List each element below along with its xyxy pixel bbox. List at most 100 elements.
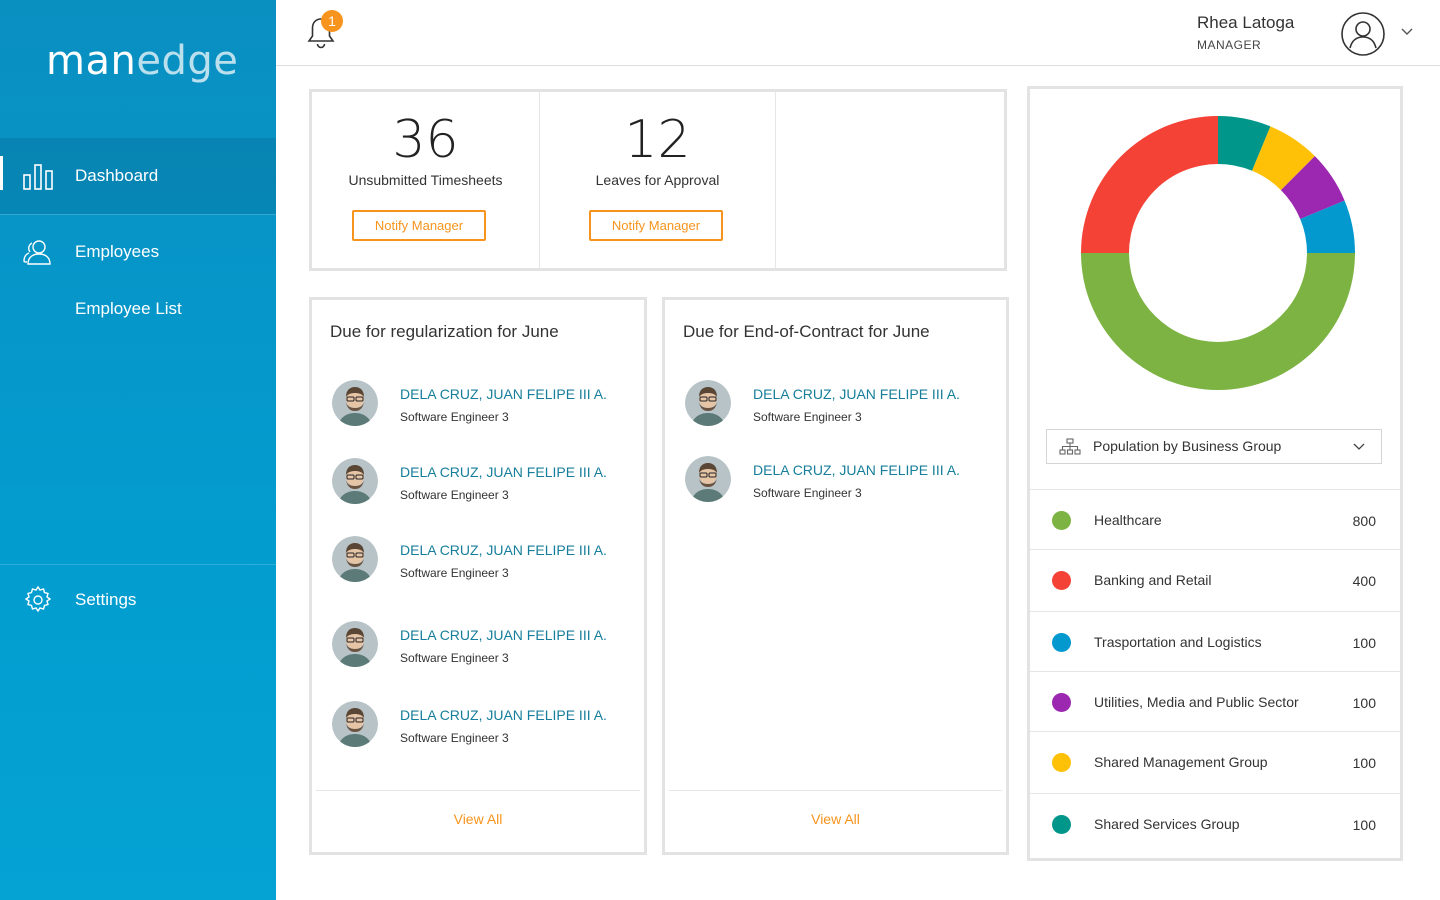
sidebar-item-label: Employees [75, 242, 160, 261]
legend-value: 100 [1352, 817, 1376, 833]
legend-value: 100 [1352, 635, 1376, 651]
employee-avatar [685, 456, 731, 502]
employee-avatar [332, 621, 378, 667]
employee-role: Software Engineer 3 [400, 566, 509, 580]
employee-avatar [332, 701, 378, 747]
donut-slice-trasportation-and-logistics[interactable] [1300, 200, 1355, 253]
stat-caption: Unsubmitted Timesheets [348, 172, 503, 188]
view-all-link[interactable]: View All [811, 811, 860, 827]
employee-name[interactable]: DELA CRUZ, JUAN FELIPE III A. [400, 542, 607, 558]
card-footer: View All [669, 790, 1002, 852]
list-item[interactable]: DELA CRUZ, JUAN FELIPE III A. Software En… [685, 456, 985, 504]
notification-badge: 1 [321, 10, 343, 32]
sidebar-item-settings[interactable]: Settings [0, 562, 276, 638]
employee-avatar [685, 380, 731, 426]
employee-avatar [332, 536, 378, 582]
legend-item: Trasportation and Logistics 100 [1030, 611, 1400, 672]
legend-item: Healthcare 800 [1030, 489, 1400, 550]
list-item[interactable]: DELA CRUZ, JUAN FELIPE III A. Software En… [332, 380, 632, 428]
org-chart-icon [1059, 438, 1081, 455]
stats-card: 36 Unsubmitted Timesheets Notify Manager… [309, 89, 1007, 271]
chevron-down-icon [1353, 443, 1365, 450]
divider [0, 564, 276, 565]
sidebar-item-dashboard[interactable]: Dashboard [0, 138, 276, 214]
legend-color-dot [1052, 693, 1071, 712]
app-logo[interactable]: manedge [46, 38, 239, 84]
employee-role: Software Engineer 3 [753, 486, 862, 500]
legend-label: Trasportation and Logistics [1094, 634, 1262, 650]
stat-unsubmitted-timesheets: 36 Unsubmitted Timesheets Notify Manager [312, 92, 539, 268]
notify-manager-button[interactable]: Notify Manager [589, 210, 723, 241]
donut-slice-shared-services-group[interactable] [1218, 116, 1271, 171]
chevron-down-icon[interactable] [1400, 26, 1414, 38]
gear-icon [24, 585, 52, 613]
end-of-contract-card: Due for End-of-Contract for June DELA CR… [662, 297, 1009, 855]
list-item[interactable]: DELA CRUZ, JUAN FELIPE III A. Software En… [332, 621, 632, 669]
employee-name[interactable]: DELA CRUZ, JUAN FELIPE III A. [400, 627, 607, 643]
employee-role: Software Engineer 3 [400, 651, 509, 665]
legend-value: 400 [1352, 573, 1376, 589]
stat-value: 36 [392, 110, 459, 170]
employee-role: Software Engineer 3 [753, 410, 862, 424]
donut-chart [1081, 116, 1355, 390]
divider [0, 214, 276, 215]
sidebar: manedge Dashboard Employees Employee Lis… [0, 0, 276, 900]
legend-label: Healthcare [1094, 512, 1162, 528]
legend-label: Banking and Retail [1094, 572, 1212, 588]
sidebar-item-employees[interactable]: Employees [0, 214, 276, 290]
users-icon [23, 240, 51, 265]
user-avatar-icon[interactable] [1341, 12, 1385, 56]
legend-item: Banking and Retail 400 [1030, 549, 1400, 610]
notify-manager-button[interactable]: Notify Manager [352, 210, 486, 241]
list-item[interactable]: DELA CRUZ, JUAN FELIPE III A. Software En… [332, 701, 632, 749]
view-all-link[interactable]: View All [453, 811, 503, 827]
regularization-card: Due for regularization for June DELA CRU… [309, 297, 647, 855]
select-value: Population by Business Group [1093, 438, 1282, 454]
legend-color-dot [1052, 815, 1071, 834]
legend-value: 100 [1352, 755, 1376, 771]
bar-chart-icon [23, 164, 53, 190]
employee-role: Software Engineer 3 [400, 488, 509, 502]
legend-label: Utilities, Media and Public Sector [1094, 694, 1299, 710]
legend-label: Shared Management Group [1094, 754, 1268, 770]
business-group-select[interactable]: Population by Business Group [1046, 429, 1382, 464]
sidebar-item-label: Settings [75, 590, 137, 609]
employee-name[interactable]: DELA CRUZ, JUAN FELIPE III A. [753, 462, 960, 478]
legend-item: Utilities, Media and Public Sector 100 [1030, 671, 1400, 732]
card-title: Due for regularization for June [330, 322, 559, 341]
divider [539, 92, 540, 268]
employee-name[interactable]: DELA CRUZ, JUAN FELIPE III A. [753, 386, 960, 402]
legend-color-dot [1052, 633, 1071, 652]
legend-value: 100 [1352, 695, 1376, 711]
card-footer: View All [316, 790, 640, 852]
divider [775, 92, 776, 268]
stat-caption: Leaves for Approval [595, 172, 720, 188]
legend-color-dot [1052, 571, 1071, 590]
top-header: 1 Rhea Latoga MANAGER [276, 0, 1440, 66]
legend-color-dot [1052, 511, 1071, 530]
employee-avatar [332, 380, 378, 426]
legend-label: Shared Services Group [1094, 816, 1240, 832]
employee-avatar [332, 458, 378, 504]
donut-slice-banking-and-retail[interactable] [1081, 116, 1218, 253]
employee-role: Software Engineer 3 [400, 731, 509, 745]
population-chart-card: Population by Business Group Healthcare 8… [1027, 86, 1403, 861]
user-role: MANAGER [1197, 38, 1262, 52]
donut-slice-utilities-media-and-public-sector[interactable] [1280, 156, 1345, 219]
employee-role: Software Engineer 3 [400, 410, 509, 424]
legend-item: Shared Management Group 100 [1030, 731, 1400, 792]
employee-name[interactable]: DELA CRUZ, JUAN FELIPE III A. [400, 707, 607, 723]
user-name: Rhea Latoga [1197, 13, 1295, 32]
donut-slice-healthcare[interactable] [1081, 253, 1355, 390]
list-item[interactable]: DELA CRUZ, JUAN FELIPE III A. Software En… [685, 380, 985, 428]
legend-item: Shared Services Group 100 [1030, 793, 1400, 854]
stat-leaves-for-approval: 12 Leaves for Approval Notify Manager [540, 92, 775, 268]
employee-name[interactable]: DELA CRUZ, JUAN FELIPE III A. [400, 386, 607, 402]
sidebar-item-employee-list[interactable]: Employee List [0, 271, 276, 347]
list-item[interactable]: DELA CRUZ, JUAN FELIPE III A. Software En… [332, 458, 632, 506]
list-item[interactable]: DELA CRUZ, JUAN FELIPE III A. Software En… [332, 536, 632, 584]
employee-name[interactable]: DELA CRUZ, JUAN FELIPE III A. [400, 464, 607, 480]
legend-color-dot [1052, 753, 1071, 772]
donut-slice-shared-management-group[interactable] [1252, 126, 1315, 191]
stat-value: 12 [624, 110, 691, 170]
